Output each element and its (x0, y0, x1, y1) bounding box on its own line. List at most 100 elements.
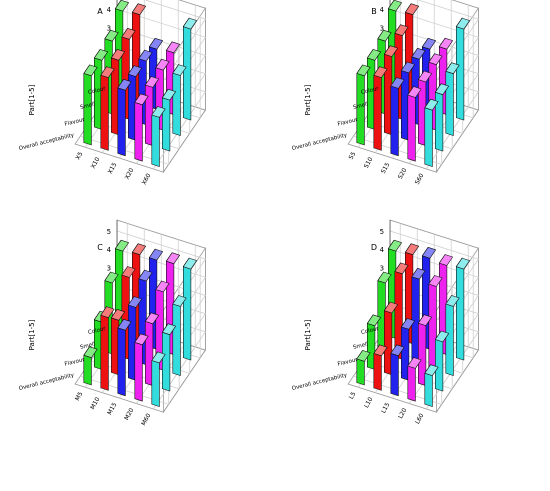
bar-s60-overall-acceptability (424, 98, 439, 167)
x-tick-label: L15 (380, 401, 391, 414)
bar-front (373, 353, 382, 391)
bar-top (94, 49, 108, 61)
bar-x20-overall-acceptability (134, 93, 149, 162)
gridline (143, 0, 207, 82)
bar-l5-overall-acceptability (356, 350, 371, 386)
row-label: Colour (88, 326, 107, 336)
bar-top (394, 24, 409, 37)
bar-top (111, 308, 125, 321)
bar-top (428, 275, 443, 287)
bar-top (400, 318, 416, 330)
bar-top (134, 93, 149, 106)
row-label: Flavour (64, 357, 86, 368)
bar-front (172, 303, 181, 376)
bar-x15-overall-acceptability (117, 79, 132, 157)
bar-top (434, 330, 450, 343)
bar-top (151, 106, 166, 118)
bar-l20-smell (428, 275, 443, 371)
row-label: Smell (353, 341, 370, 351)
bar-top (117, 79, 132, 91)
bar-l60-flavour (434, 330, 450, 392)
y-axis-label: Part[1-5] (28, 84, 36, 115)
y-tick-label: 3 (380, 24, 384, 32)
bar-top (424, 364, 439, 376)
bar-x20-flavour (145, 76, 159, 146)
y-tick-label: 4 (107, 6, 112, 14)
bar-x15-flavour (128, 65, 142, 141)
bar-front (434, 339, 444, 392)
bar-front (445, 303, 454, 376)
x-tick-label: M20 (123, 407, 135, 422)
bar-front (117, 327, 126, 397)
bar-s15-overall-acceptability (390, 77, 405, 157)
panel-b: 12345Part[1-5]BS5S10S15S20S60ColourSmell… (291, 0, 480, 186)
x-tick-label: X10 (90, 156, 102, 170)
bar-top (373, 344, 388, 357)
x-tick-label: S60 (414, 172, 426, 186)
bar-s20-overall-acceptability (407, 86, 422, 162)
bar-top (166, 252, 180, 265)
bar-x60-smell (172, 64, 187, 136)
bar-top (373, 66, 388, 78)
bar-x60-flavour (162, 88, 176, 152)
bar-top (121, 27, 136, 40)
bar-top (83, 346, 98, 359)
bar-top (438, 37, 454, 50)
bar-top (83, 64, 98, 77)
row-label: Smell (80, 341, 97, 351)
bar-front (162, 97, 171, 152)
bar-m60-colour (183, 257, 197, 361)
bar-m60-flavour (162, 323, 176, 392)
x-tick-label: L20 (397, 407, 408, 420)
bar-top (455, 17, 471, 30)
x-tick-label: X5 (74, 151, 84, 161)
bar-top (394, 262, 409, 275)
bar-top (134, 333, 149, 346)
bar-top (104, 271, 119, 284)
bar-top (390, 77, 405, 89)
bars (83, 0, 197, 167)
bar-top (128, 296, 142, 308)
bar-l60-smell (445, 295, 460, 376)
bar-l10-overall-acceptability (373, 344, 388, 391)
panel-title: C (97, 243, 103, 252)
y-axis-label: Part[1-5] (28, 319, 36, 350)
row-label: Smell (80, 101, 97, 111)
bar-top (145, 76, 159, 88)
y-axis-label: Part[1-5] (304, 319, 312, 350)
row-label: Colour (361, 326, 380, 336)
bar-top (128, 65, 142, 77)
x-tick-label: S10 (363, 156, 375, 170)
bar-top (411, 267, 426, 280)
bar-l10-smell (394, 262, 409, 360)
bar-l60-colour (455, 257, 471, 361)
bar-m60-overall-acceptability (151, 351, 166, 407)
bar-top (383, 45, 399, 57)
bar-front (151, 360, 160, 407)
x-tick-label: M10 (89, 396, 101, 411)
bar-top (428, 53, 443, 65)
bar-front (134, 102, 143, 162)
gridline (417, 0, 480, 82)
bar-top (366, 314, 382, 327)
bar-top (138, 49, 153, 62)
y-tick-label: 5 (380, 228, 384, 236)
bar-top (149, 248, 163, 261)
panel-title: B (371, 7, 377, 16)
bar-top (100, 66, 115, 78)
bar-x60-overall-acceptability (151, 106, 166, 167)
row-label: Flavour (337, 357, 359, 368)
bar-front (183, 26, 192, 121)
bar-top (155, 280, 170, 293)
bar-front (183, 266, 192, 361)
bar-top (366, 49, 382, 61)
row-label: Smell (353, 101, 370, 111)
y-tick-label: 4 (380, 6, 385, 14)
x-tick-label: M5 (74, 391, 84, 402)
x-tick-label: L60 (414, 412, 425, 425)
row-label: Flavour (64, 117, 86, 128)
bar-front (83, 354, 92, 386)
bar-front (424, 372, 433, 407)
bar-x60-colour (183, 17, 197, 121)
bar-top (417, 314, 433, 326)
